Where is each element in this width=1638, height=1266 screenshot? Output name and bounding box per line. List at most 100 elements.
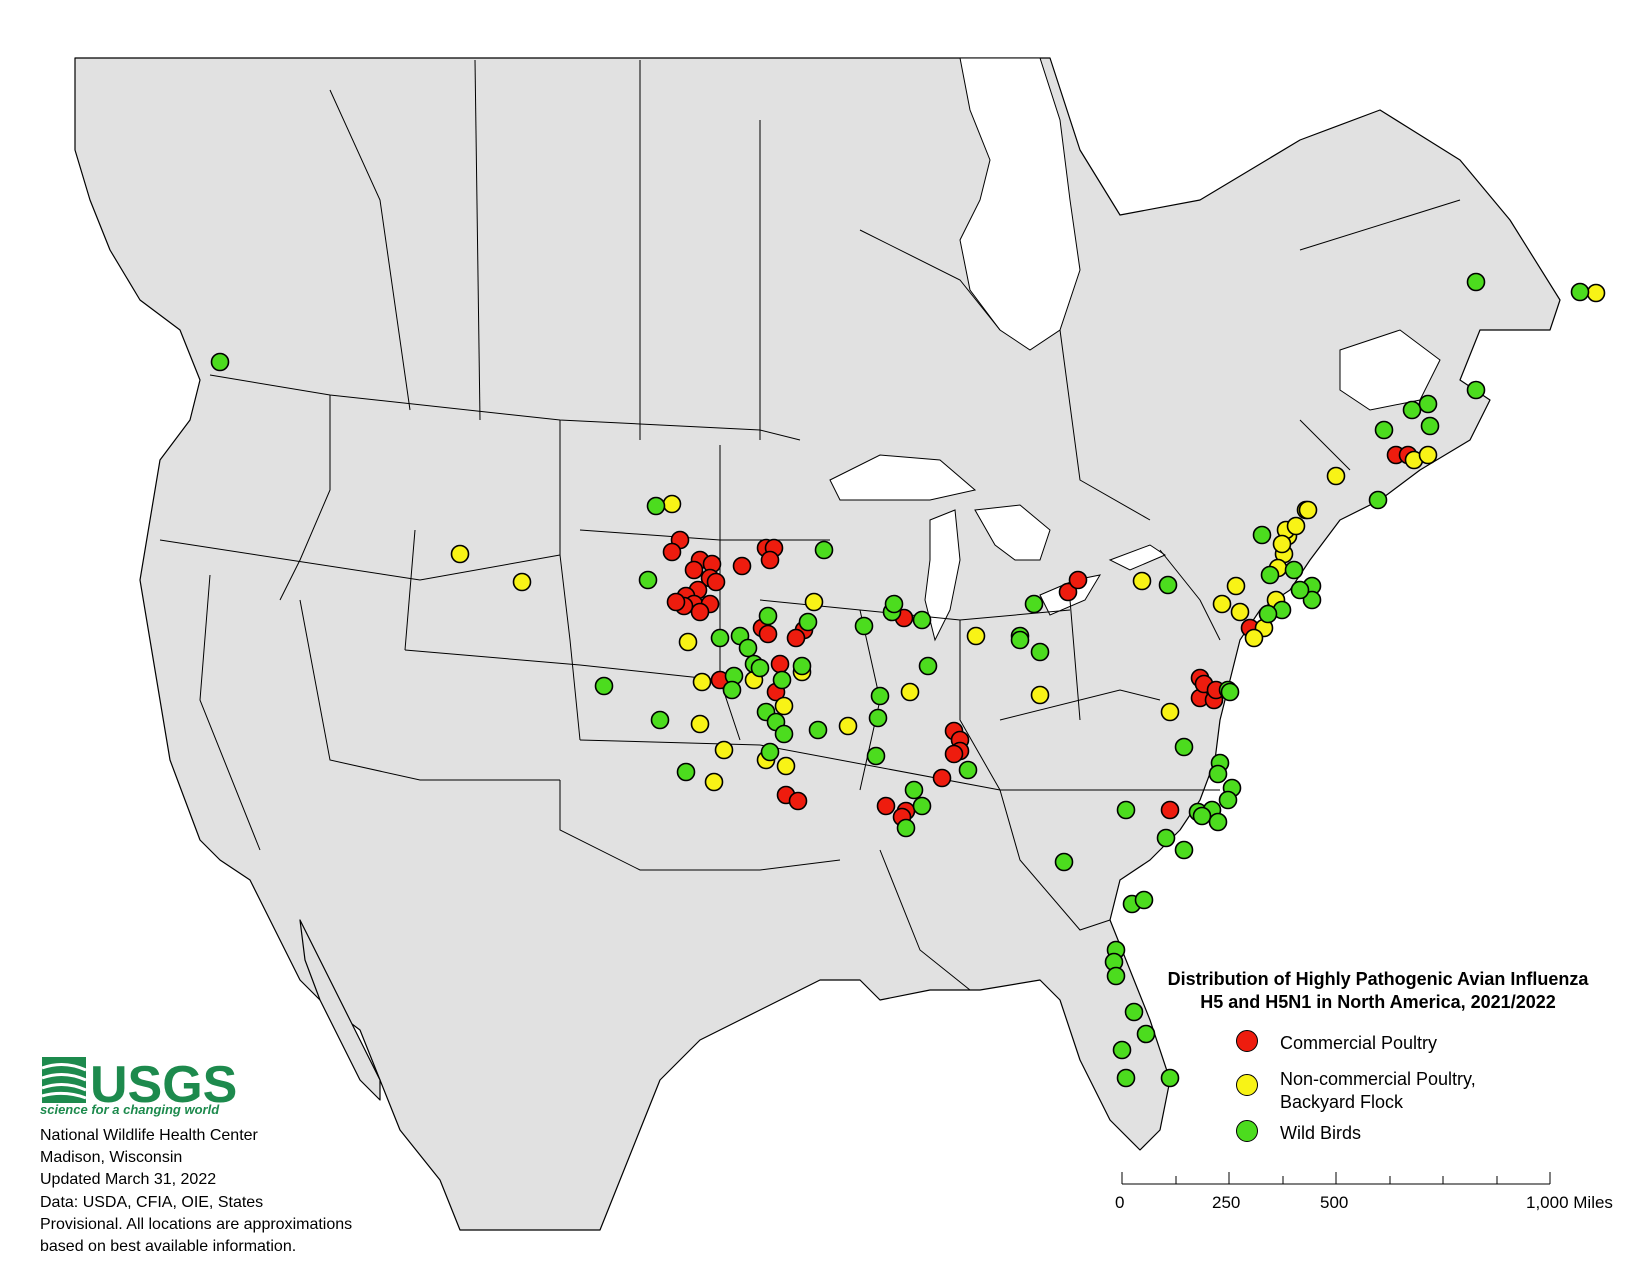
wild-point [638, 570, 658, 590]
scale-label-1000: 1,000 Miles [1526, 1193, 1613, 1212]
wild-point [814, 540, 834, 560]
wild-point [760, 742, 780, 762]
commercial-point [1058, 582, 1078, 602]
commercial-point [876, 796, 896, 816]
info-line5: Provisional. All locations are approxima… [40, 1216, 353, 1233]
wild-point [912, 796, 932, 816]
backyard-point [838, 716, 858, 736]
commercial-point [788, 791, 808, 811]
wild-point [792, 656, 812, 676]
legend-title-line2: H5 and H5N1 in North America, 2021/2022 [1200, 992, 1556, 1012]
outbreak-points [210, 272, 1606, 1088]
wild-point [1116, 800, 1136, 820]
wild-point [1156, 828, 1176, 848]
info-line2: Madison, Wisconsin [40, 1149, 183, 1166]
wild-point [750, 658, 770, 678]
backyard-point [1230, 602, 1250, 622]
commercial-point [1160, 800, 1180, 820]
commercial-point [758, 624, 778, 644]
wild-point [594, 676, 614, 696]
wild-point [904, 780, 924, 800]
backyard-point [776, 756, 796, 776]
wild-point [854, 616, 874, 636]
wild-point [1368, 490, 1388, 510]
backyard-point [1272, 534, 1292, 554]
north-america-land [74, 57, 1561, 1231]
backyard-point [1030, 685, 1050, 705]
commercial-point [932, 768, 952, 788]
commercial-point [786, 628, 806, 648]
wild-point [646, 496, 666, 516]
legend-commercial-label: Commercial Poultry [1280, 1033, 1438, 1053]
wild-point [1290, 580, 1310, 600]
wild-point [1024, 594, 1044, 614]
backyard-point [704, 772, 724, 792]
backyard-point [966, 626, 986, 646]
wild-point [868, 708, 888, 728]
wild-point [772, 670, 792, 690]
wild-point [958, 760, 978, 780]
wild-point [1106, 966, 1126, 986]
legend-wild-dot [1236, 1120, 1258, 1142]
wild-point [1420, 416, 1440, 436]
backyard-point [1212, 594, 1232, 614]
commercial-point [690, 602, 710, 622]
backyard-point [804, 592, 824, 612]
scale-label-0: 0 [1115, 1193, 1125, 1212]
wild-point [1218, 790, 1238, 810]
wild-point [884, 594, 904, 614]
wild-point [1466, 380, 1486, 400]
wild-point [912, 610, 932, 630]
wild-point [710, 628, 730, 648]
commercial-point [944, 744, 964, 764]
legend-commercial-dot [1236, 1030, 1258, 1052]
backyard-point [1244, 628, 1264, 648]
backyard-point [450, 544, 470, 564]
wild-point [1174, 737, 1194, 757]
scale-bar [1121, 1172, 1551, 1185]
backyard-point [512, 572, 532, 592]
wild-point [1158, 575, 1178, 595]
backyard-point [774, 696, 794, 716]
legend-title-line1: Distribution of Highly Pathogenic Avian … [1167, 969, 1589, 989]
backyard-point [678, 632, 698, 652]
wild-point [798, 612, 818, 632]
wild-point [1258, 604, 1278, 624]
wild-point [1116, 1068, 1136, 1088]
state-province-borders [159, 59, 1461, 991]
backyard-point [1226, 576, 1246, 596]
backyard-point [714, 740, 734, 760]
wild-point [1208, 812, 1228, 832]
commercial-point [684, 560, 704, 580]
info-line6: based on best available information. [40, 1238, 297, 1255]
backyard-point [1160, 702, 1180, 722]
wild-point [1174, 840, 1194, 860]
wild-point [738, 638, 758, 658]
info-line4: Data: USDA, CFIA, OIE, States [40, 1194, 264, 1211]
legend-backyard-dot [1236, 1074, 1258, 1096]
wild-point [1030, 642, 1050, 662]
backyard-point [1298, 500, 1318, 520]
wild-point [870, 686, 890, 706]
wild-point [1160, 1068, 1180, 1088]
legend-wild-label: Wild Birds [1280, 1123, 1362, 1143]
backyard-point [900, 682, 920, 702]
wild-point [1402, 400, 1422, 420]
wild-point [1136, 1024, 1156, 1044]
scale-label-500: 500 [1320, 1193, 1349, 1212]
commercial-point [1068, 570, 1088, 590]
wild-point [1284, 560, 1304, 580]
usgs-logo: USGS [41, 1056, 237, 1114]
backyard-point [1586, 283, 1606, 303]
wild-point [210, 352, 230, 372]
backyard-point [1418, 445, 1438, 465]
commercial-point [770, 654, 790, 674]
backyard-point [1326, 466, 1346, 486]
legend-title: Distribution of Highly Pathogenic Avian … [1128, 968, 1628, 1014]
wild-point [1466, 272, 1486, 292]
backyard-point [690, 714, 710, 734]
wild-point [1260, 565, 1280, 585]
wild-point [896, 818, 916, 838]
commercial-point [760, 550, 780, 570]
